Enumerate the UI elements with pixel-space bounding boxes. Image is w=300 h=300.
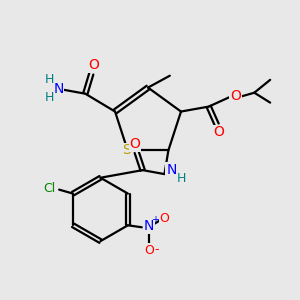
Text: N: N	[53, 82, 64, 96]
Text: H: H	[177, 172, 186, 184]
Text: +: +	[151, 215, 159, 225]
Text: Cl: Cl	[43, 182, 56, 195]
Text: H: H	[45, 73, 54, 86]
Text: O: O	[129, 137, 140, 152]
Text: S: S	[122, 143, 131, 157]
Text: O: O	[144, 244, 154, 256]
Text: H: H	[45, 91, 54, 104]
Text: O: O	[230, 89, 241, 103]
Text: O: O	[213, 125, 224, 139]
Text: -: -	[154, 243, 159, 256]
Text: N: N	[166, 163, 177, 177]
Text: N: N	[143, 219, 154, 233]
Text: O: O	[88, 58, 99, 72]
Text: O: O	[160, 212, 170, 225]
